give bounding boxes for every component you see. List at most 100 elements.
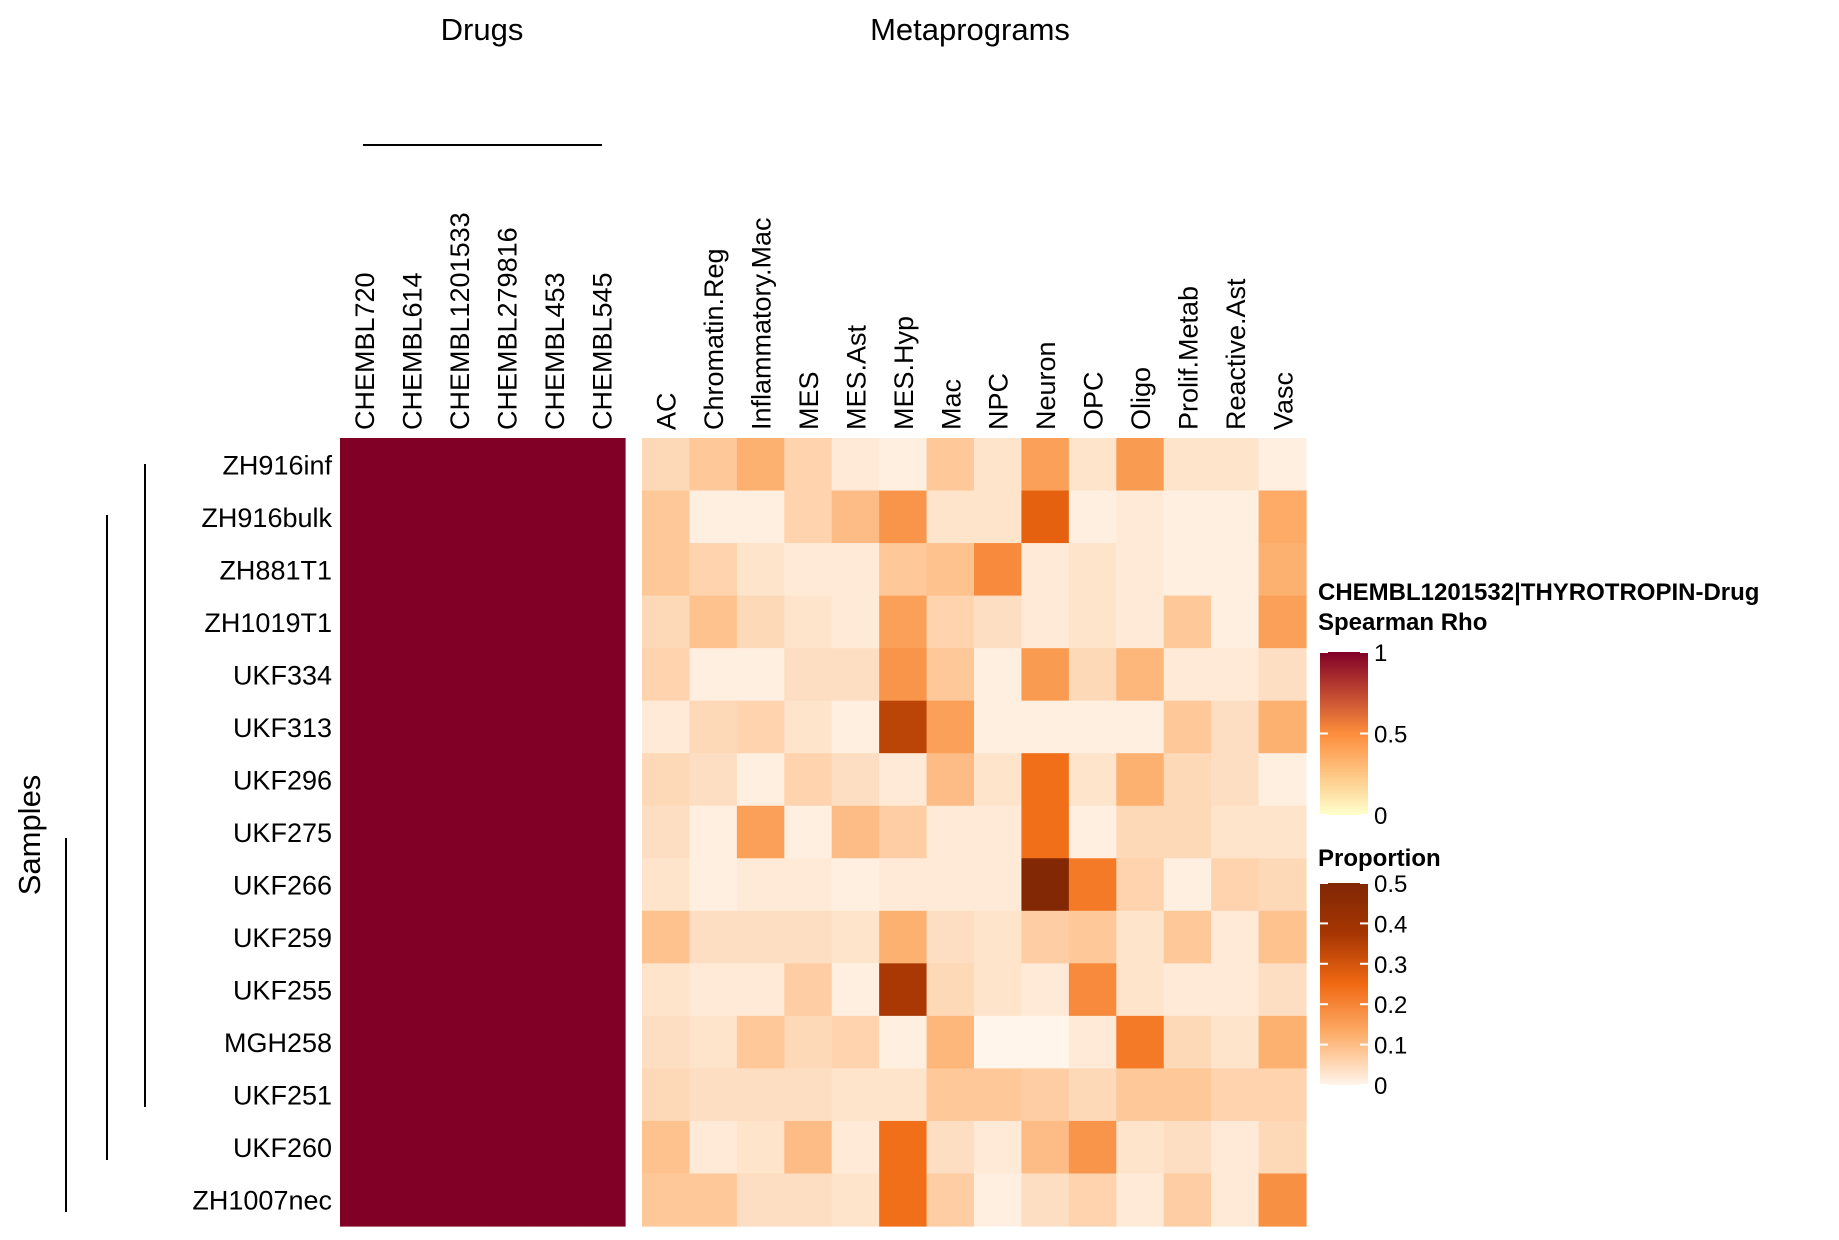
drug-cell	[387, 1015, 436, 1069]
legend-proportion-tick-label: 0.4	[1374, 911, 1407, 938]
drug-cell	[340, 858, 389, 912]
metaprogram-cell	[879, 753, 928, 807]
metaprogram-cell	[689, 648, 738, 702]
metaprogram-cell	[831, 1120, 880, 1175]
drug-cell	[435, 910, 484, 964]
drug-cell	[577, 1173, 626, 1227]
metaprogram-cell	[1258, 700, 1307, 754]
metaprogram-cell	[642, 858, 691, 912]
metaprogram-cell	[1021, 910, 1070, 964]
metaprogram-cell	[1116, 700, 1165, 754]
metaprogram-cell	[1163, 963, 1212, 1017]
metaprogram-cell	[831, 648, 880, 702]
drug-cell	[482, 490, 531, 544]
metaprogram-block-title: Metaprograms	[870, 12, 1070, 47]
drug-cell	[340, 543, 389, 597]
metaprogram-cell	[689, 595, 738, 649]
metaprogram-cell	[689, 753, 738, 807]
drug-cell	[387, 700, 436, 754]
metaprogram-cell	[926, 595, 975, 649]
metaprogram-cell	[642, 490, 691, 544]
drug-heatmap	[340, 438, 626, 1227]
metaprogram-cell	[879, 438, 928, 492]
drug-cell	[340, 910, 389, 964]
metaprogram-cell	[974, 438, 1023, 492]
metaprogram-cell	[1258, 1015, 1307, 1069]
metaprogram-cell	[1068, 805, 1117, 859]
drug-column-label: CHEMBL453	[540, 272, 570, 430]
metaprogram-cell	[974, 910, 1023, 964]
metaprogram-cell	[642, 1015, 691, 1069]
drug-cell	[530, 805, 579, 859]
metaprogram-cell	[1211, 490, 1260, 544]
metaprogram-cell	[689, 1120, 738, 1175]
metaprogram-cell	[1021, 438, 1070, 492]
metaprogram-column-label: MES	[794, 371, 824, 430]
row-label: UKF259	[233, 923, 332, 953]
legend-rho-tick-label: 0	[1374, 803, 1387, 830]
drug-cell	[387, 963, 436, 1017]
metaprogram-cell	[974, 858, 1023, 912]
row-label: ZH1007nec	[192, 1186, 332, 1216]
metaprogram-cell	[689, 963, 738, 1017]
drug-cell	[530, 438, 579, 492]
metaprogram-cell	[1021, 700, 1070, 754]
metaprogram-cell	[974, 648, 1023, 702]
row-label: UKF255	[233, 976, 332, 1006]
row-label: UKF275	[233, 818, 332, 848]
metaprogram-cell	[1258, 1120, 1307, 1175]
metaprogram-cell	[1258, 438, 1307, 492]
drug-cell	[340, 1173, 389, 1227]
metaprogram-cell	[831, 595, 880, 649]
drug-cell	[340, 1068, 389, 1122]
metaprogram-cell	[1258, 1068, 1307, 1122]
metaprogram-cell	[1116, 648, 1165, 702]
metaprogram-column-label: MES.Hyp	[889, 316, 919, 430]
metaprogram-cell	[1068, 543, 1117, 597]
drug-cell	[482, 1120, 531, 1175]
metaprogram-column-label: Inflammatory.Mac	[747, 217, 777, 430]
metaprogram-cell	[689, 805, 738, 859]
drug-cell	[387, 648, 436, 702]
metaprogram-cell	[1211, 438, 1260, 492]
metaprogram-cell	[784, 1068, 833, 1122]
metaprogram-cell	[1211, 1015, 1260, 1069]
metaprogram-cell	[642, 1120, 691, 1175]
metaprogram-cell	[689, 858, 738, 912]
metaprogram-cell	[974, 595, 1023, 649]
metaprogram-column-label: Mac	[936, 379, 966, 430]
metaprogram-cell	[1211, 1120, 1260, 1175]
metaprogram-cell	[831, 1015, 880, 1069]
metaprogram-cell	[1068, 648, 1117, 702]
legend-spearman-rho: CHEMBL1201532|THYROTROPIN-Drug Spearman …	[1318, 579, 1759, 830]
metaprogram-cell	[1021, 490, 1070, 544]
metaprogram-cell	[1258, 490, 1307, 544]
metaprogram-cell	[784, 910, 833, 964]
metaprogram-cell	[1021, 1120, 1070, 1175]
metaprogram-cell	[642, 963, 691, 1017]
metaprogram-cell	[831, 1173, 880, 1227]
drug-cell	[387, 910, 436, 964]
metaprogram-cell	[926, 543, 975, 597]
column-labels: CHEMBL720 CHEMBL614 CHEMBL1201533 CHEMBL279…	[350, 212, 1299, 430]
metaprogram-cell	[1021, 963, 1070, 1017]
metaprogram-cell	[1116, 753, 1165, 807]
metaprogram-cell	[1021, 1068, 1070, 1122]
metaprogram-cell	[831, 543, 880, 597]
metaprogram-cell	[1211, 700, 1260, 754]
legend-rho-title-line1: CHEMBL1201532|THYROTROPIN-Drug	[1318, 579, 1759, 606]
drug-cell	[482, 1068, 531, 1122]
metaprogram-cell	[1163, 1173, 1212, 1227]
metaprogram-column-label: Prolif.Metab	[1173, 286, 1203, 430]
row-label: UKF266	[233, 871, 332, 901]
metaprogram-cell	[736, 858, 785, 912]
metaprogram-cell	[879, 858, 928, 912]
metaprogram-cell	[831, 963, 880, 1017]
metaprogram-cell	[1211, 1068, 1260, 1122]
metaprogram-cell	[689, 1068, 738, 1122]
row-label: UKF251	[233, 1081, 332, 1111]
legend-proportion-title: Proportion	[1318, 845, 1441, 872]
drug-cell	[577, 700, 626, 754]
metaprogram-cell	[1163, 910, 1212, 964]
metaprogram-cell	[1163, 543, 1212, 597]
